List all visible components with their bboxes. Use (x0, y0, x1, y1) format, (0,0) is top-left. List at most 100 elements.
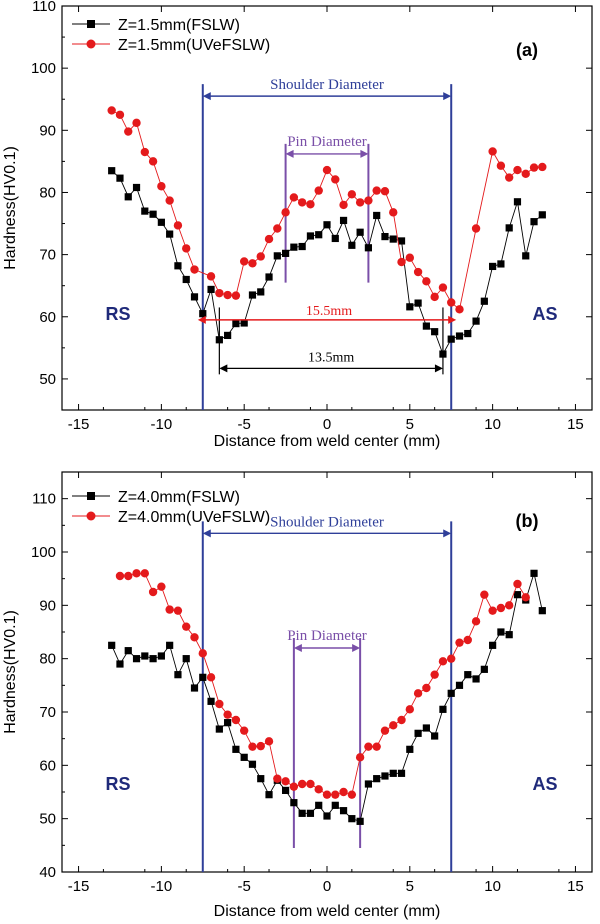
data-point (149, 210, 157, 218)
x-tick-label: -5 (238, 878, 251, 895)
data-point (521, 169, 530, 179)
data-point (322, 165, 332, 175)
span-135-label: 13.5mm (308, 350, 354, 365)
data-point (265, 273, 273, 281)
data-point (207, 697, 215, 705)
x-axis-label: Distance from weld center (mm) (214, 903, 441, 920)
data-point (464, 671, 472, 679)
y-tick-label: 100 (31, 544, 56, 561)
data-point (497, 260, 505, 268)
data-point (290, 243, 298, 251)
data-point (397, 257, 406, 267)
arrow-head (448, 315, 457, 324)
panel-label: (a) (516, 40, 538, 60)
data-point (381, 772, 389, 780)
data-point (331, 234, 339, 243)
y-tick-label: 80 (39, 651, 56, 668)
data-point (422, 322, 430, 330)
data-point (489, 641, 497, 649)
data-point (339, 200, 348, 210)
data-point (166, 230, 174, 238)
data-point (281, 786, 290, 794)
data-point (364, 244, 373, 252)
x-axis-label: Distance from weld center (mm) (214, 433, 441, 450)
data-point (190, 633, 199, 642)
data-point (447, 654, 456, 663)
data-point (464, 329, 472, 338)
data-point (463, 635, 472, 645)
data-point (331, 790, 340, 799)
data-point (406, 303, 414, 311)
x-tick-label: 5 (406, 878, 414, 895)
arrow-head (285, 149, 294, 158)
data-point (174, 671, 182, 679)
data-point (348, 815, 356, 823)
data-point (472, 317, 480, 325)
data-point (306, 779, 315, 789)
data-point (413, 689, 423, 698)
data-point (480, 297, 488, 305)
data-point (281, 208, 290, 217)
data-point (273, 252, 281, 260)
y-tick-label: 70 (39, 704, 56, 721)
data-point (430, 292, 439, 302)
data-point (265, 791, 273, 799)
data-point (248, 291, 257, 299)
data-point (297, 198, 307, 207)
data-point (124, 647, 132, 655)
data-point (455, 681, 464, 689)
data-point (414, 729, 422, 737)
data-point (223, 290, 232, 300)
y-tick-label: 70 (39, 247, 56, 264)
data-point (373, 211, 381, 220)
y-tick-label: 110 (32, 491, 56, 508)
data-point (116, 660, 124, 668)
legend: Z=4.0mm(FSLW) Z=4.0mm(UVeFSLW) (72, 489, 270, 526)
data-point (231, 715, 241, 725)
data-point (447, 689, 455, 697)
data-point (273, 224, 282, 233)
data-point (199, 673, 207, 681)
data-point (405, 253, 415, 262)
as-label: AS (532, 304, 557, 324)
x-tick-label: -15 (68, 416, 90, 433)
data-point (141, 207, 149, 215)
legend-marker (86, 39, 96, 49)
data-point (157, 582, 166, 591)
data-point (529, 163, 539, 172)
data-point (364, 780, 373, 788)
data-point (422, 277, 431, 286)
series-fslw (108, 569, 546, 825)
data-point (480, 665, 488, 673)
data-point (182, 622, 191, 631)
data-point (190, 293, 199, 301)
data-point (182, 275, 190, 284)
data-point (397, 237, 406, 245)
data-point (339, 807, 348, 815)
data-point (314, 785, 323, 794)
data-point (298, 242, 306, 251)
data-point (290, 799, 298, 807)
data-point (298, 809, 306, 817)
data-point (140, 147, 150, 157)
data-point (339, 787, 348, 797)
data-point (315, 231, 323, 239)
data-point (364, 196, 373, 205)
data-point (256, 252, 265, 261)
data-point (215, 725, 223, 733)
data-point (504, 173, 514, 182)
arrow-head (443, 92, 452, 101)
data-point (422, 724, 430, 732)
data-point (323, 812, 331, 820)
data-point (522, 252, 530, 260)
x-tick-label: -10 (151, 416, 173, 433)
series-uvefslw (115, 569, 530, 799)
series-line (120, 572, 527, 796)
chart-panel-a: -15 -10 -5 0 5 10 15 50 60 70 80 90 100 110 Distance f… (2, 0, 593, 450)
data-point (190, 265, 199, 274)
data-point (322, 790, 332, 799)
data-point (115, 110, 125, 119)
shoulder-diameter-label: Shoulder Diameter (270, 77, 384, 93)
data-point (306, 809, 315, 817)
